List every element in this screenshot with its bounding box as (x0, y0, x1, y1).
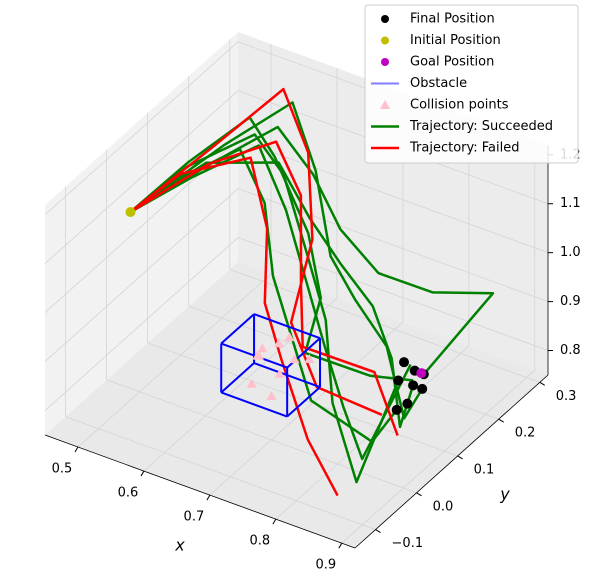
trajectory (129, 156, 339, 497)
point (416, 368, 427, 379)
grid-line (237, 139, 549, 254)
obstacle-edge (220, 362, 255, 394)
x-tick-label: 0.5 (52, 462, 73, 477)
point (125, 207, 136, 218)
grid-line (44, 90, 239, 265)
tick-mark (338, 542, 343, 549)
legend-label: Goal Position (410, 55, 494, 70)
tick-mark (272, 518, 277, 525)
x-axis-label: x (174, 536, 185, 555)
collision-point (284, 332, 295, 342)
point (402, 398, 413, 409)
grid-line (44, 188, 239, 362)
y-tick-label: 0.0 (433, 499, 454, 514)
y-tick-label: −0.1 (392, 536, 424, 551)
grid-line (237, 237, 549, 351)
y-tick-label: 0.2 (515, 426, 536, 441)
collision-point (289, 354, 300, 364)
grid-line (237, 188, 549, 302)
x-tick-label: 0.9 (315, 558, 336, 573)
z-tick-label: 0.8 (560, 343, 581, 358)
trajectory (129, 101, 424, 420)
grid-line (275, 345, 470, 520)
legend-marker (380, 100, 390, 109)
grid-line (341, 369, 536, 544)
y-axis-label: y (499, 485, 510, 504)
collision-point (304, 354, 315, 363)
point (417, 383, 428, 394)
grid-line (65, 416, 376, 530)
point (391, 404, 402, 415)
grid-line (209, 321, 404, 496)
x-tick-label: 0.7 (184, 510, 205, 525)
tick-mark (498, 418, 504, 423)
legend-label: Trajectory: Failed (409, 141, 519, 156)
obstacle-edge (286, 386, 321, 418)
collision-point (246, 378, 257, 388)
obstacle-edge (220, 391, 288, 418)
x-axis-line (44, 434, 356, 549)
grid-line (188, 305, 499, 420)
point (408, 380, 419, 391)
obstacle-edge (220, 313, 255, 345)
legend-box (364, 4, 579, 164)
z-tick-label: 1.0 (560, 245, 581, 260)
collision-point (266, 390, 277, 400)
grid-line (143, 297, 338, 472)
obstacle-edge (253, 313, 321, 340)
tick-mark (206, 494, 211, 501)
grid-line (106, 379, 417, 494)
tick-mark (539, 381, 546, 386)
legend-label: Final Position (410, 12, 495, 27)
tick-mark (457, 455, 463, 460)
y-axis-line (354, 374, 549, 549)
grid-line (229, 268, 540, 383)
collision-point (274, 368, 285, 378)
collision-point (254, 350, 265, 360)
x-tick-label: 0.6 (118, 486, 139, 501)
legend-label: Collision points (410, 98, 509, 113)
legend-label: Trajectory: Succeeded (409, 119, 553, 134)
grid-line (147, 342, 458, 457)
tick-mark (74, 446, 79, 453)
point (399, 357, 410, 368)
y-tick-label: 0.3 (556, 389, 577, 404)
tick-mark (140, 470, 145, 477)
trajectory (129, 140, 399, 436)
grid-line (44, 237, 239, 411)
collision-point (273, 338, 284, 348)
legend-label: Initial Position (410, 33, 501, 48)
z-tick-label: 1.1 (560, 196, 581, 211)
z-tick-label: 0.9 (560, 294, 581, 309)
trajectory (129, 116, 414, 382)
x-tick-label: 0.8 (250, 534, 271, 549)
legend-marker (381, 15, 389, 23)
legend: Final Position Initial Position Goal Posit… (364, 4, 579, 164)
left-pane (45, 32, 238, 435)
grid-line (44, 41, 239, 216)
grid-line (77, 273, 272, 448)
tick-mark (375, 529, 381, 534)
y-tick-label: 0.1 (474, 462, 495, 477)
legend-marker (381, 58, 389, 66)
trajectory (129, 87, 383, 416)
collision-point (257, 343, 268, 353)
point (393, 375, 404, 386)
legend-label: Obstacle (410, 76, 467, 91)
tick-mark (416, 492, 422, 497)
legend-marker (381, 36, 389, 45)
